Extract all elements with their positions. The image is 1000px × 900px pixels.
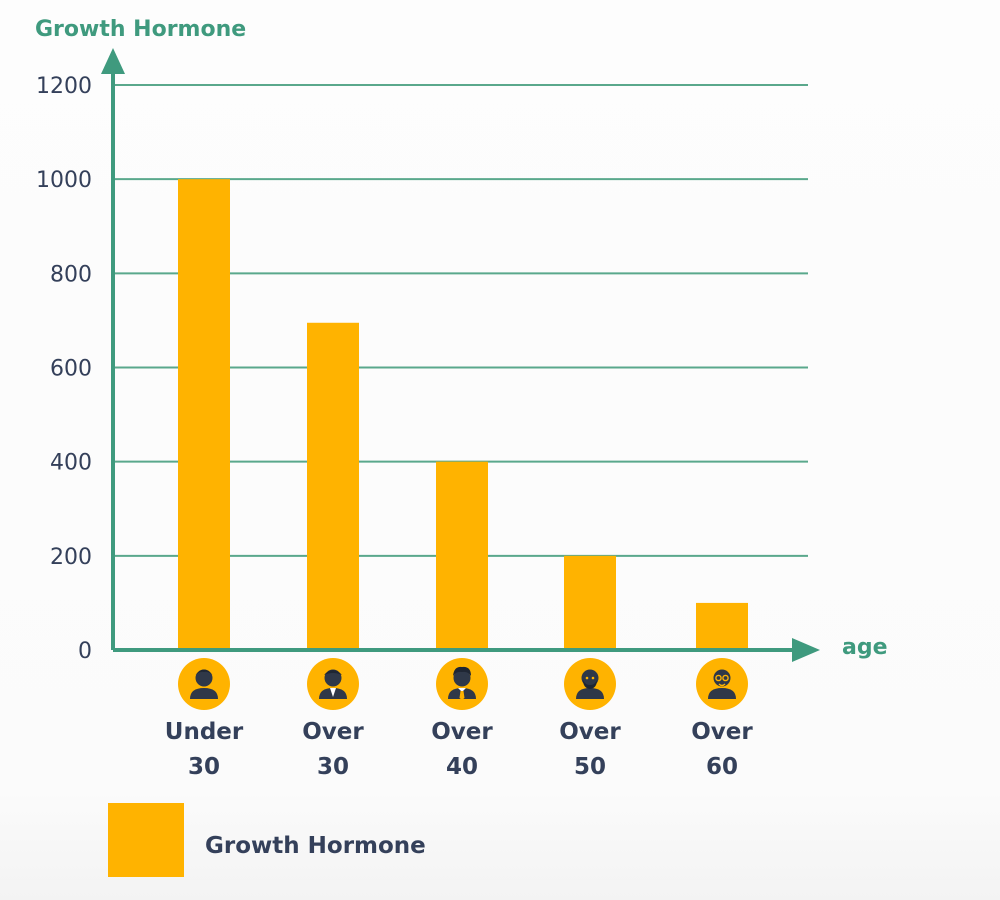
y-axis-arrow	[101, 48, 125, 74]
x-tick-label: Over	[691, 719, 753, 745]
x-tick-label: 60	[706, 754, 738, 780]
y-tick-label: 800	[50, 262, 92, 287]
y-tick-label: 400	[50, 451, 92, 476]
bars	[178, 179, 748, 650]
x-tick-label: 40	[446, 754, 478, 780]
bar-over-50	[564, 555, 616, 650]
x-axis-title: age	[842, 635, 888, 660]
x-tick-label: Over	[431, 719, 493, 745]
young-man-icon	[178, 658, 230, 710]
legend-swatch	[108, 803, 184, 877]
bar-over-60	[696, 602, 748, 650]
y-tick-label: 200	[50, 545, 92, 570]
y-tick-label: 1200	[36, 74, 92, 99]
y-tick-labels: 0 200 400 600 800 1000 1200	[36, 74, 92, 664]
x-tick-label: 30	[188, 754, 220, 780]
y-tick-label: 600	[50, 357, 92, 382]
y-tick-label: 1000	[36, 168, 92, 193]
axes	[101, 48, 820, 662]
bar-over-40	[436, 461, 488, 650]
x-tick-label: Over	[559, 719, 621, 745]
bar-under-30	[178, 179, 230, 650]
x-tick-label: Over	[302, 719, 364, 745]
man-with-tie-icon	[436, 658, 488, 710]
category-labels: Under 30 Over 30 Over 40 Over 50 Over 60	[165, 658, 753, 780]
x-tick-label: 50	[574, 754, 606, 780]
legend: Growth Hormone	[108, 803, 426, 877]
legend-label: Growth Hormone	[205, 833, 426, 859]
bar-over-30	[307, 322, 359, 650]
x-tick-label: 30	[317, 754, 349, 780]
man-in-suit-icon	[307, 658, 359, 710]
older-man-with-glasses-icon	[696, 658, 748, 710]
bearded-man-icon	[564, 658, 616, 710]
x-tick-label: Under	[165, 719, 244, 745]
y-tick-label: 0	[78, 639, 92, 664]
y-axis-title: Growth Hormone	[35, 17, 246, 42]
x-axis-arrow	[792, 638, 820, 662]
